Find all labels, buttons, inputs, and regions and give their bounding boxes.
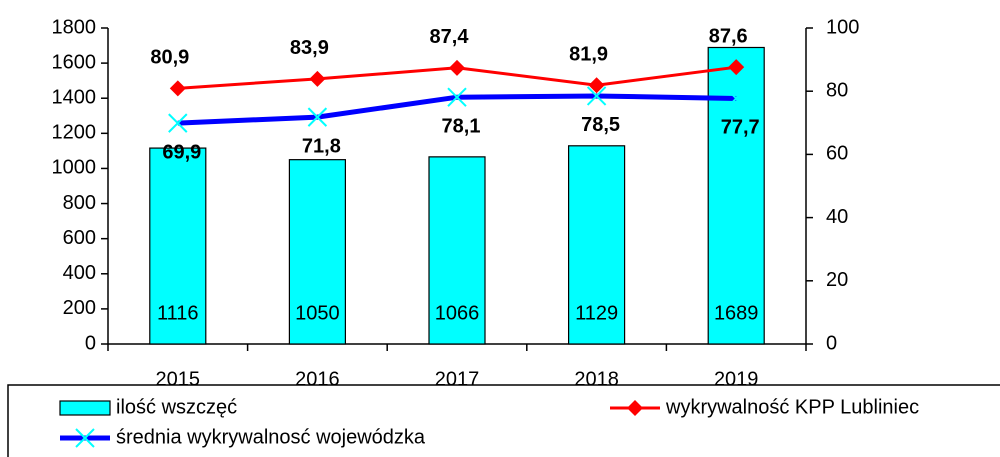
x-tick-label: 2018	[574, 368, 619, 390]
data-label: 71,8	[302, 135, 341, 157]
legend-box	[7, 384, 1000, 457]
data-label: 78,1	[442, 115, 481, 137]
y2-tick-label: 100	[826, 16, 859, 38]
point	[309, 70, 326, 87]
data-label: 77,7	[721, 117, 760, 139]
data-label: 78,5	[581, 114, 620, 136]
point	[728, 59, 745, 76]
bar-value-label: 1129	[575, 302, 618, 324]
bar	[707, 46, 765, 345]
point	[307, 107, 328, 127]
bar-value-label: 1116	[157, 302, 199, 324]
y-tick-label: 1000	[52, 157, 97, 179]
legend-label: wykrywalność KPP Lubliniec	[665, 396, 919, 418]
data-label: 80,9	[150, 47, 189, 69]
y-tick-label: 1800	[52, 16, 97, 38]
point	[588, 77, 605, 94]
y2-tick-label: 60	[826, 143, 848, 165]
data-label: 83,9	[290, 37, 329, 59]
x-tick-label: 2019	[714, 368, 759, 390]
y-tick-label: 800	[63, 192, 96, 214]
x-tick-label: 2015	[156, 368, 201, 390]
point	[169, 80, 186, 97]
bar	[567, 145, 626, 345]
data-label: 69,9	[162, 141, 201, 163]
x-tick-label: 2016	[295, 368, 340, 390]
bar-value-label: 1050	[295, 302, 340, 324]
y2-tick-label: 40	[826, 206, 848, 228]
y-tick-label: 400	[63, 262, 96, 284]
legend-label: średnia wykrywalnosć wojewódzka	[116, 426, 426, 448]
y-tick-label: 0	[85, 332, 96, 354]
y-tick-label: 1400	[52, 87, 97, 109]
point	[586, 86, 607, 106]
bar-value-label: 1689	[714, 302, 759, 324]
y-tick-label: 200	[63, 297, 96, 319]
bar	[288, 159, 346, 345]
data-label: 87,6	[709, 25, 748, 47]
legend-label: ilość wszczęć	[116, 396, 237, 418]
bar	[428, 156, 486, 345]
point	[726, 88, 746, 109]
y-tick-label: 600	[63, 227, 96, 249]
bar-value-label: 1066	[435, 302, 480, 324]
bar	[149, 147, 207, 345]
point	[449, 59, 465, 76]
data-label: 81,9	[569, 43, 608, 65]
y2-tick-label: 80	[826, 79, 848, 101]
point	[168, 113, 188, 133]
point	[75, 428, 95, 448]
point	[447, 87, 467, 107]
y-tick-label: 1600	[52, 51, 97, 73]
point	[627, 400, 643, 416]
y2-tick-label: 0	[826, 332, 837, 354]
x-tick-label: 2017	[435, 368, 480, 390]
data-label: 87,4	[430, 26, 470, 48]
legend-swatch	[59, 400, 111, 416]
y2-tick-label: 20	[826, 269, 848, 291]
y-tick-label: 1200	[52, 122, 97, 144]
